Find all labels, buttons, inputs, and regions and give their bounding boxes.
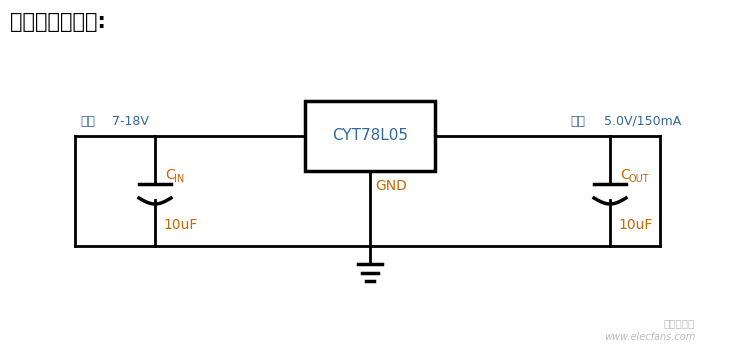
Text: C: C [620, 168, 629, 182]
Text: 输入: 输入 [80, 115, 95, 128]
Text: IN: IN [174, 174, 184, 184]
Text: 10uF: 10uF [163, 218, 198, 232]
Text: 5.0V/150mA: 5.0V/150mA [600, 115, 681, 128]
Bar [305, 101, 435, 171]
Text: GND: GND [375, 179, 407, 193]
Text: 典型应用线路图:: 典型应用线路图: [10, 12, 106, 32]
Text: 10uF: 10uF [618, 218, 652, 232]
Text: C: C [165, 168, 175, 182]
Text: 电子发烧友: 电子发烧友 [664, 318, 695, 328]
Text: OUT: OUT [629, 174, 649, 184]
Text: 输出: 输出 [570, 115, 585, 128]
Text: CYT78L05: CYT78L05 [332, 129, 408, 143]
Text: www.elecfans.com: www.elecfans.com [604, 332, 695, 342]
Text: 7-18V: 7-18V [108, 115, 149, 128]
